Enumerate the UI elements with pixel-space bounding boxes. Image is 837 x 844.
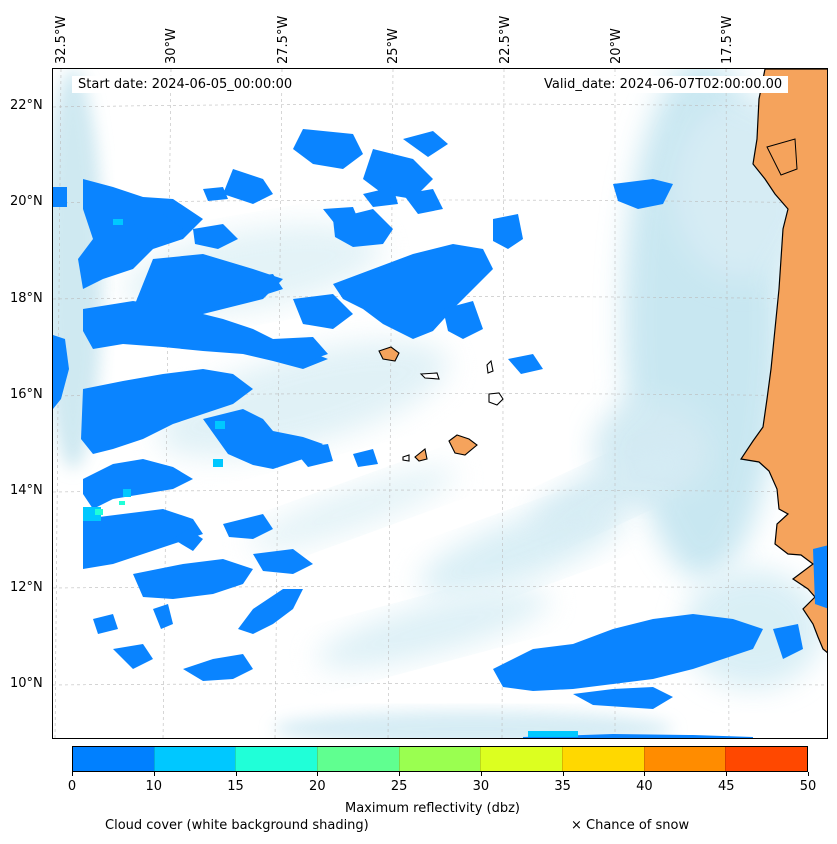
colorbar-tick-mark <box>808 772 809 776</box>
colorbar-tick-mark <box>235 772 237 776</box>
colorbar-tick-label: 0 <box>67 779 77 794</box>
colorbar-tick-label: 30 <box>472 779 490 794</box>
lon-label-32-5w: 32.5°W <box>54 15 69 64</box>
colorbar-tick-mark <box>644 772 646 776</box>
colorbar-segment <box>398 747 481 771</box>
lon-label-30w: 30°W <box>164 28 179 64</box>
land-inlet <box>766 138 798 176</box>
colorbar-tick-mark <box>72 772 73 776</box>
colorbar-tick-label: 50 <box>799 779 817 794</box>
colorbar-tick-label: 40 <box>636 779 653 794</box>
lat-label-20n: 20°N <box>10 194 43 209</box>
lon-label-20w: 20°W <box>609 28 624 64</box>
colorbar-tick-mark <box>399 772 401 776</box>
colorbar-segment <box>317 747 399 771</box>
colorbar-segment <box>725 747 808 771</box>
colorbar-tick-mark <box>317 772 319 776</box>
africa-land <box>739 69 827 654</box>
start-date-label: Start date: 2024-06-05_00:00:00 <box>72 76 299 93</box>
colorbar-tick-label: 20 <box>309 779 326 794</box>
colorbar-segment <box>480 747 563 771</box>
reflectivity-15-20-layer <box>95 501 125 515</box>
lon-label-17-5w: 17.5°W <box>720 15 735 64</box>
colorbar-segment <box>643 747 726 771</box>
reflectivity-colorbar <box>72 746 808 772</box>
lon-label-22-5w: 22.5°W <box>498 15 513 64</box>
colorbar-segment <box>235 747 318 771</box>
colorbar-tick-label: 45 <box>717 779 735 794</box>
colorbar-tick-mark <box>480 772 482 776</box>
colorbar-tick-label: 10 <box>145 779 163 794</box>
lat-label-10n: 10°N <box>10 676 43 691</box>
colorbar-tick-mark <box>153 772 155 776</box>
colorbar-tick-label: 15 <box>227 779 244 794</box>
lat-label-14n: 14°N <box>10 483 43 498</box>
colorbar-tick-label: 25 <box>390 779 408 794</box>
snow-legend: × Chance of snow <box>571 818 690 833</box>
lat-label-18n: 18°N <box>10 291 43 306</box>
lat-label-12n: 12°N <box>10 580 43 595</box>
valid-date-label: Valid_date: 2024-06-07T02:00:00.00 <box>538 76 789 93</box>
cape-verde-islands <box>378 346 504 462</box>
colorbar-tick-mark <box>726 772 728 776</box>
colorbar-segment <box>562 747 644 771</box>
lat-label-22n: 22°N <box>10 98 43 113</box>
colorbar-tick-mark <box>562 772 564 776</box>
colorbar-tick-label: 35 <box>554 779 571 794</box>
lat-label-16n: 16°N <box>10 387 43 402</box>
reflectivity-layer <box>53 129 827 738</box>
lon-label-27-5w: 27.5°W <box>276 15 291 64</box>
colorbar-segment <box>153 747 236 771</box>
colorbar-segment <box>73 747 154 771</box>
lon-label-25w: 25°W <box>386 28 401 64</box>
cloud-cover-legend: Cloud cover (white background shading) <box>105 818 369 833</box>
map-panel <box>52 68 828 739</box>
colorbar-label: Maximum reflectivity (dbz) <box>345 801 520 816</box>
map-canvas <box>53 69 827 738</box>
